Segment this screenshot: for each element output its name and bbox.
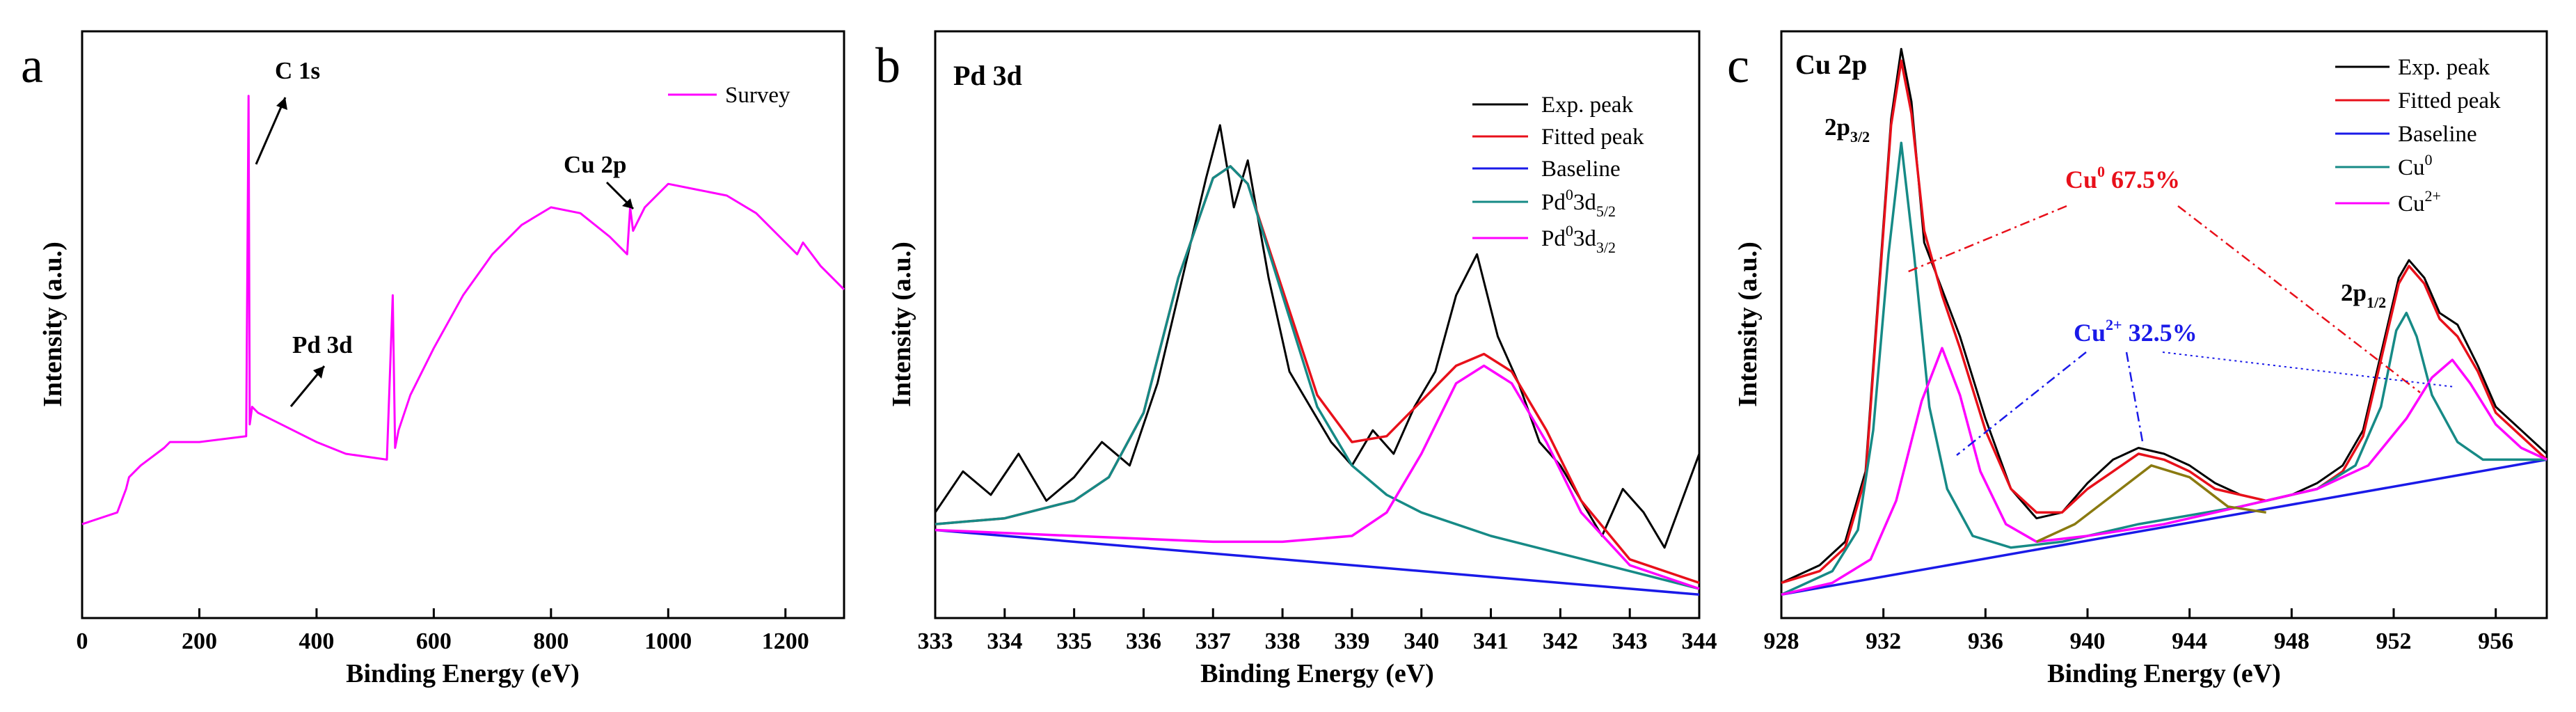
- x-tick-label: 338: [1265, 628, 1301, 654]
- panel-b-legend: Exp. peak Fitted peak Baseline Pd03d5/2 …: [1472, 93, 1644, 256]
- leader-cu2-left: [1956, 351, 2087, 456]
- legend-label-exp: Exp. peak: [2398, 55, 2490, 80]
- panel-b-x-ticks: 333 334 335 336 337 338 339 340 341 342 343 344: [918, 608, 1717, 654]
- x-tick-label: 341: [1473, 628, 1509, 654]
- series-cu0: [1781, 141, 2547, 596]
- x-tick-label: 948: [2274, 628, 2309, 654]
- leader-cu0-left: [1905, 205, 2067, 274]
- x-tick-label: 340: [1404, 628, 1439, 654]
- x-tick-label: 334: [987, 628, 1022, 654]
- x-tick-label: 952: [2376, 628, 2412, 654]
- panel-b-letter: b: [875, 38, 900, 93]
- x-tick-label: 333: [918, 628, 953, 654]
- legend-label-fitted: Fitted peak: [2398, 88, 2501, 113]
- x-tick-label: 337: [1195, 628, 1231, 654]
- arrow-head-cu2p: [622, 198, 633, 209]
- panel-c-letter: c: [1727, 38, 1749, 93]
- legend-label-fitted: Fitted peak: [1541, 125, 1644, 150]
- series-cu2: [1781, 347, 2547, 596]
- panel-a-annotations: C 1s Pd 3d Cu 2p: [255, 57, 635, 407]
- x-tick-label: 940: [2070, 628, 2106, 654]
- panel-c-annotations: 2p3/2 2p1/2 Cu0 67.5% Cu2+ 32.5%: [1824, 113, 2456, 456]
- annotation-2p32: 2p3/2: [1824, 113, 1870, 145]
- panel-c-legend: Exp. peak Fitted peak Baseline Cu0 Cu2+: [2335, 55, 2501, 216]
- panel-a-x-axis-title: Binding Energy (eV): [346, 659, 580, 688]
- annotation-cu2-percent: Cu2+ 32.5%: [2074, 316, 2197, 347]
- panel-c-x-ticks: 928 932 936 940 944 948 952 956: [1764, 608, 2513, 654]
- annotation-cu0-percent: Cu0 67.5%: [2065, 163, 2180, 193]
- series-pd0-3d3-2: [935, 364, 1700, 590]
- series-pd0-3d5-2: [935, 165, 1700, 590]
- series-survey: [81, 95, 845, 525]
- panel-a-series: [81, 95, 845, 525]
- series-satellite: [2035, 464, 2266, 543]
- panel-a-legend: Survey: [668, 83, 790, 108]
- annotation-pd3d: Pd 3d: [292, 331, 353, 358]
- legend-label-baseline: Baseline: [1541, 157, 1621, 182]
- legend-label-pd52: Pd03d5/2: [1541, 186, 1616, 220]
- legend-label-exp: Exp. peak: [1541, 93, 1633, 118]
- panel-c-title: Cu 2p: [1795, 49, 1867, 80]
- x-tick-label: 200: [182, 628, 217, 654]
- panel-a-x-ticks: 0 200 400 600 800 1000 1200: [77, 608, 809, 654]
- x-tick-label: 1200: [762, 628, 809, 654]
- x-tick-label: 335: [1056, 628, 1092, 654]
- panel-b: b Pd 3d 333 334 335 336 337 338 339 340 341 342 34…: [875, 30, 1717, 688]
- x-tick-label: 956: [2478, 628, 2513, 654]
- panel-a-frame: [81, 30, 845, 619]
- annotation-2p12: 2p1/2: [2341, 279, 2386, 311]
- x-tick-label: 944: [2172, 628, 2207, 654]
- x-tick-label: 1000: [644, 628, 692, 654]
- x-tick-label: 342: [1543, 628, 1578, 654]
- series-baseline: [1781, 458, 2547, 596]
- panel-a-y-axis-title: Intensity (a.u.): [38, 242, 67, 407]
- legend-label-cu0: Cu0: [2398, 151, 2433, 180]
- annotation-cu2p: Cu 2p: [564, 151, 626, 178]
- x-tick-label: 400: [299, 628, 334, 654]
- panel-a: a 0 200 400 600 800 1000 1200 Binding Energy (…: [21, 30, 845, 688]
- x-tick-label: 339: [1334, 628, 1369, 654]
- leader-cu2-mid: [2125, 351, 2145, 446]
- panel-c-series: [1781, 47, 2548, 596]
- panel-c-x-axis-title: Binding Energy (eV): [2047, 659, 2281, 688]
- legend-label-pd32: Pd03d3/2: [1541, 222, 1616, 256]
- panel-b-frame: [934, 30, 1701, 619]
- panel-a-letter: a: [21, 38, 43, 93]
- legend-label-survey: Survey: [725, 83, 790, 108]
- arrow-head-c1s: [276, 97, 287, 110]
- panel-b-y-axis-title: Intensity (a.u.): [887, 242, 916, 407]
- x-tick-label: 800: [533, 628, 569, 654]
- legend-label-baseline: Baseline: [2398, 122, 2477, 147]
- panel-c-y-axis-title: Intensity (a.u.): [1733, 242, 1763, 407]
- x-tick-label: 344: [1682, 628, 1717, 654]
- panel-b-title: Pd 3d: [953, 60, 1022, 91]
- leader-cu2-right: [2162, 351, 2456, 388]
- x-tick-label: 928: [1764, 628, 1799, 654]
- panel-c: c Cu 2p 928 932 936 940 944 948 952 956 Binding…: [1727, 30, 2548, 688]
- panel-c-frame: [1780, 30, 2548, 619]
- series-baseline: [935, 528, 1700, 596]
- x-tick-label: 932: [1866, 628, 1901, 654]
- arrow-head-pd3d: [313, 366, 324, 379]
- x-tick-label: 0: [77, 628, 88, 654]
- x-tick-label: 336: [1126, 628, 1161, 654]
- x-tick-label: 343: [1612, 628, 1648, 654]
- arrow-c1s: [255, 97, 287, 165]
- series-exp-peak: [934, 124, 1701, 549]
- panel-b-series: [934, 124, 1701, 596]
- x-tick-label: 936: [1968, 628, 2003, 654]
- panel-b-x-axis-title: Binding Energy (eV): [1200, 659, 1434, 688]
- series-exp-peak: [1781, 47, 2548, 584]
- x-tick-label: 600: [416, 628, 452, 654]
- series-fitted-peak: [1781, 59, 2548, 585]
- annotation-c1s: C 1s: [275, 57, 320, 84]
- legend-label-cu2: Cu2+: [2398, 187, 2441, 216]
